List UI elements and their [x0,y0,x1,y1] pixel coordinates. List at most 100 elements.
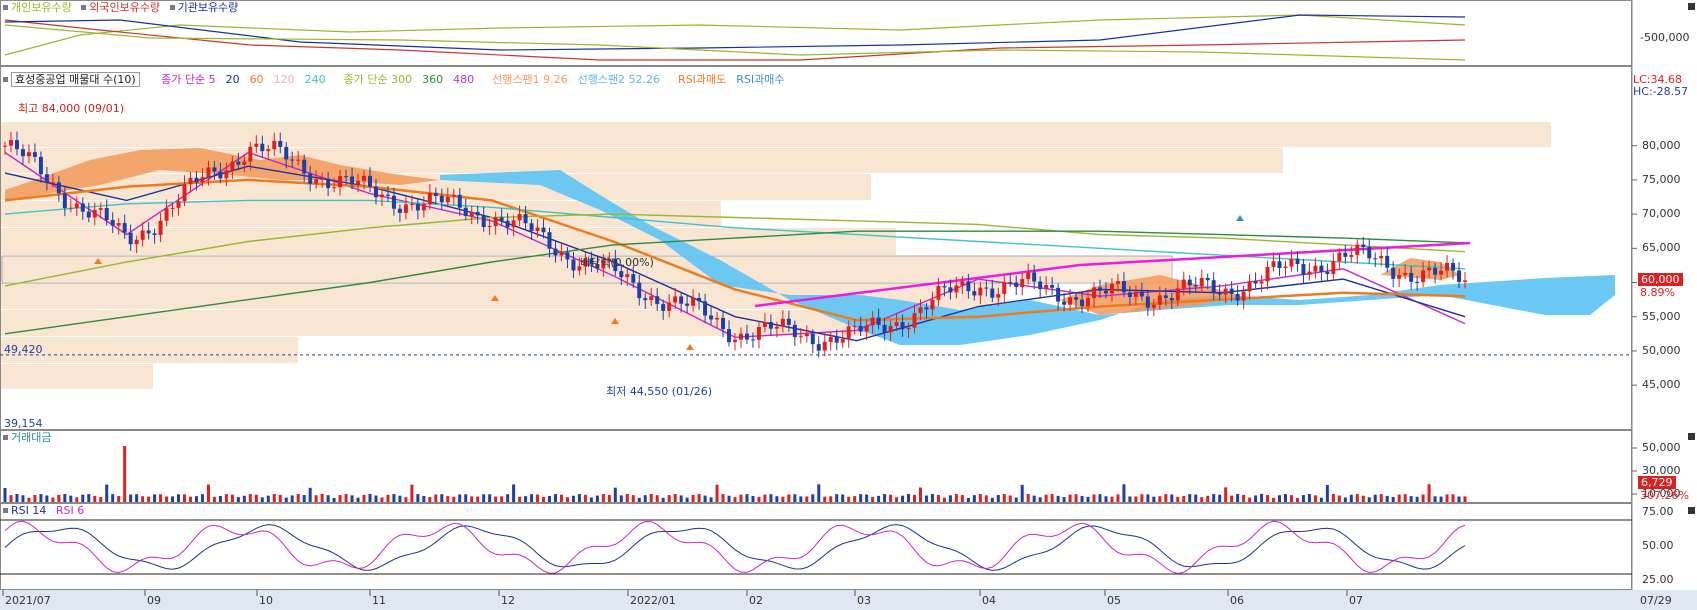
volume-bar-184 [1104,496,1108,502]
volume-bar-62 [374,495,378,502]
volume-bar-176 [1056,495,1060,502]
legend-rsi14[interactable]: RSI 14 [3,504,46,517]
top-panel-close-icon[interactable] [1688,3,1695,10]
candle-body-72 [433,192,438,196]
candle-body-205 [1229,288,1234,294]
candle-body-117 [703,301,708,316]
legend-institution[interactable]: 기관보유수량 [169,1,238,14]
volume-bar-229 [1373,494,1377,502]
candle-body-2 [14,140,19,150]
legend-item-8[interactable]: 선행스팬1 9.26 [492,73,568,86]
volume-bar-56 [338,495,342,502]
volume-bar-141 [847,496,851,502]
candle-body-137 [822,341,827,351]
candle-body-140 [840,339,845,343]
volume-bar-116 [697,494,701,502]
volume-bar-237 [1421,494,1425,502]
rsi-panel-close-icon[interactable] [1688,507,1695,514]
candle-body-20 [122,223,127,233]
volume-bar-180 [1080,496,1084,502]
candle-body-43 [260,143,265,152]
volume-bar-113 [679,495,683,502]
volume-bar-69 [416,494,420,502]
x-label-2: 10 [259,594,273,607]
volume-panel-close-icon[interactable] [1688,433,1695,440]
volume-bar-155 [930,494,934,502]
volume-bar-85 [512,484,516,502]
candle-body-139 [834,336,839,343]
volume-bar-165 [990,497,994,502]
legend-item-3[interactable]: 120 [273,73,295,86]
candle-body-145 [870,317,875,326]
candle-body-173 [1038,281,1043,290]
candle-body-231 [1385,255,1390,268]
volume-bar-51 [308,487,312,502]
legend-item-7[interactable]: 480 [453,73,475,86]
legend-item-9[interactable]: 선행스팬2 52.26 [577,73,661,86]
legend-box-volume-profile[interactable]: 효성중공업 매물대 수(10) [11,72,140,87]
candle-body-188 [1127,292,1132,298]
candle-body-213 [1277,261,1282,269]
legend-foreign[interactable]: 외국인보유수량 [81,1,160,14]
legend-item-0[interactable]: 종가 단순 5 [161,73,216,86]
volume-bar-47 [284,497,288,502]
candle-body-157 [942,286,947,288]
candle-body-198 [1187,279,1192,286]
volume-bar-8 [51,497,55,502]
volume-bar-131 [787,494,791,502]
legend-item-10[interactable]: RSI과매도 [678,73,727,86]
volume-bar-128 [769,494,773,502]
volume-bar-242 [1451,494,1455,502]
candle-body-84 [505,220,510,228]
candle-body-170 [1020,279,1025,288]
legend-rsi6[interactable]: RSI 6 [55,504,85,517]
candle-body-110 [661,304,666,311]
candle-body-97 [583,258,588,267]
candle-body-131 [786,318,791,325]
candle-body-85 [511,220,516,228]
volume-bar-30 [183,494,187,502]
candle-body-221 [1325,271,1330,275]
volume-bar-182 [1092,494,1096,502]
candle-body-235 [1409,272,1414,282]
candle-body-60 [362,175,367,181]
candle-body-53 [320,178,325,180]
volume-bars [3,446,1637,502]
holdings-line-2 [4,14,1466,51]
candle-body-67 [403,204,408,213]
volume-bar-178 [1068,494,1072,502]
legend-item-4[interactable]: 240 [304,73,326,86]
candle-body-147 [882,324,887,333]
volume-bar-123 [739,494,743,502]
candle-body-103 [619,271,624,278]
volume-bar-99 [595,495,599,502]
current-price-tag: 60,000 [1638,273,1683,286]
candle-body-104 [625,274,630,278]
volume-bar-187 [1122,484,1126,502]
volume-bar-244 [1463,496,1467,502]
legend-item-5[interactable]: 종가 단순 300 [343,73,413,86]
candle-body-133 [798,336,803,338]
candle-body-185 [1109,283,1114,294]
legend-item-11[interactable]: RSI과매수 [736,73,785,86]
volume-bar-204 [1224,487,1228,502]
volume-bar-22 [135,494,139,502]
candle-body-57 [344,176,349,178]
volume-bar-189 [1134,496,1138,502]
ma-line-1 [4,165,1466,342]
legend-item-6[interactable]: 360 [422,73,444,86]
candle-body-159 [954,285,959,293]
candle-body-180 [1080,299,1085,307]
candle-body-52 [314,179,319,184]
volume-tick-label-2: 10,000 [1642,487,1681,500]
volume-bar-5 [33,494,37,502]
candle-body-148 [888,325,893,333]
volume-bar-114 [685,497,689,502]
volume-title[interactable]: 거래대금 [11,431,52,444]
legend-item-2[interactable]: 60 [249,73,264,86]
profile-bar-0 [1,122,1551,147]
candle-body-127 [762,321,767,327]
legend-item-1[interactable]: 20 [225,73,240,86]
legend-individual[interactable]: 개인보유수량 [3,1,72,14]
